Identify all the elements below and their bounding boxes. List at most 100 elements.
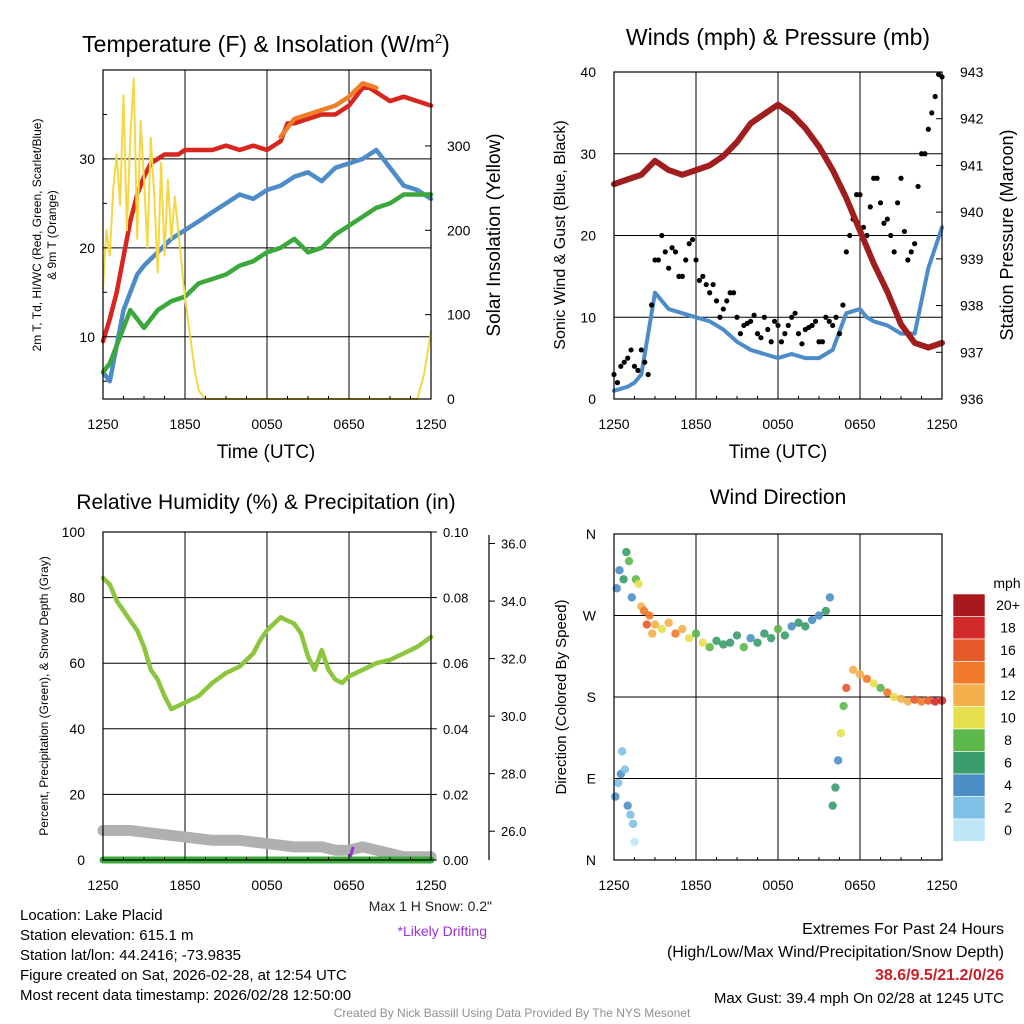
gust-point bbox=[648, 302, 655, 308]
y-tick-label: 60 bbox=[69, 655, 85, 671]
direction-point bbox=[611, 792, 620, 801]
temperature-series bbox=[100, 77, 434, 400]
direction-point bbox=[855, 670, 865, 679]
wind-direction-grid bbox=[614, 534, 942, 860]
gust-point bbox=[720, 306, 726, 312]
humidity-grid bbox=[103, 532, 431, 860]
gust-point bbox=[915, 183, 921, 190]
colorbar-label: 6 bbox=[1004, 755, 1012, 771]
gust-point bbox=[618, 363, 624, 369]
gust-point bbox=[929, 110, 935, 116]
y2-tick-label: 939 bbox=[960, 251, 984, 267]
max-snow-note: Max 1 H Snow: 0.2" bbox=[369, 898, 492, 914]
winds-ylabel: Sonic Wind & Gust (Blue, Black) bbox=[552, 120, 569, 349]
direction-point bbox=[725, 638, 735, 647]
direction-point bbox=[848, 665, 858, 675]
y-tick-label: S bbox=[587, 689, 596, 705]
gust-point bbox=[908, 249, 914, 255]
gust-point bbox=[819, 339, 826, 345]
x-tick-label: 1850 bbox=[169, 416, 200, 432]
gust-point bbox=[775, 322, 781, 329]
direction-point bbox=[896, 694, 906, 704]
direction-point bbox=[671, 629, 680, 638]
gust-point bbox=[799, 341, 805, 347]
gust-point bbox=[696, 277, 703, 284]
temperature-ylabel-line1: 2m T, Td, HI/WC (Red, Green, Scarlet/Blu… bbox=[30, 119, 44, 352]
x-tick-label: 0650 bbox=[844, 416, 875, 432]
winds-ticks: 1250 1850 0050 0650 125001020304093693793893… bbox=[580, 64, 983, 432]
direction-point bbox=[634, 579, 643, 589]
y2-tick-label: 0.02 bbox=[443, 787, 468, 802]
snow-line bbox=[97, 825, 437, 863]
gust-point bbox=[693, 257, 699, 263]
gust-point bbox=[638, 347, 644, 353]
direction-point bbox=[794, 618, 803, 627]
y-tick-label: N bbox=[586, 852, 596, 868]
y2-tick-label: 0.10 bbox=[443, 525, 468, 540]
y-tick-label: 20 bbox=[79, 240, 95, 256]
temperature-title: Temperature (F) & Insolation (W/m2) bbox=[82, 31, 450, 57]
colorbar-swatch bbox=[952, 706, 986, 730]
y2-tick-label: 942 bbox=[960, 111, 984, 127]
y-tick-label: 10 bbox=[580, 309, 596, 325]
gust-point bbox=[867, 204, 873, 210]
direction-point bbox=[930, 697, 940, 706]
y2-tick-label: 941 bbox=[960, 157, 984, 173]
y-tick-label: 10 bbox=[79, 329, 95, 345]
gust-point bbox=[857, 192, 863, 198]
direction-point bbox=[618, 747, 627, 756]
colorbar-label: 2 bbox=[1004, 800, 1012, 816]
y-tick-label: 100 bbox=[62, 524, 86, 540]
gust-point bbox=[700, 273, 706, 279]
gust-point bbox=[730, 290, 737, 296]
temperature-panel: Temperature (F) & Insolation (W/m2) 1250… bbox=[30, 31, 505, 463]
gust-point bbox=[628, 347, 634, 353]
drift-marker bbox=[348, 846, 355, 858]
extremes-block: Extremes For Past 24 Hours (High/Low/Max… bbox=[667, 918, 1004, 1010]
direction-point bbox=[833, 756, 843, 765]
gust-point bbox=[894, 200, 901, 206]
direction-point bbox=[746, 633, 755, 643]
t2m-line bbox=[100, 85, 434, 344]
gust-point bbox=[898, 175, 904, 181]
direction-point bbox=[836, 729, 846, 738]
direction-point bbox=[712, 636, 721, 646]
x-tick-label: 1250 bbox=[926, 877, 957, 893]
dewpoint-line bbox=[100, 147, 434, 384]
direction-point bbox=[869, 679, 878, 688]
y2-tick-label: 100 bbox=[447, 307, 471, 323]
gust-point bbox=[877, 200, 884, 206]
temperature-ylabel-line2: & 9m T (Orange) bbox=[45, 190, 59, 280]
station-latlon: Station lat/lon: 44.2416; -73.9835 bbox=[20, 947, 242, 964]
gust-point bbox=[631, 363, 638, 369]
gust-point bbox=[925, 126, 931, 132]
gust-point bbox=[659, 232, 665, 239]
winds-series bbox=[611, 71, 945, 393]
direction-point bbox=[691, 629, 701, 638]
gust-point bbox=[689, 236, 696, 243]
direction-point bbox=[719, 640, 728, 649]
y-tick-label: 40 bbox=[580, 64, 596, 80]
gust-point bbox=[932, 93, 938, 100]
x-tick-label: 1250 bbox=[598, 416, 629, 432]
t9m-line bbox=[278, 81, 379, 139]
winds-title: Winds (mph) & Pressure (mb) bbox=[626, 24, 930, 50]
direction-point bbox=[831, 783, 840, 792]
temperature-grid bbox=[103, 70, 431, 399]
direction-point bbox=[903, 697, 913, 706]
x-tick-label: 1850 bbox=[169, 877, 200, 893]
gust-point bbox=[754, 331, 761, 337]
gust-point bbox=[874, 175, 880, 181]
x-tick-label: 0050 bbox=[762, 416, 793, 432]
direction-point bbox=[862, 674, 872, 684]
x-tick-label: 1250 bbox=[415, 416, 446, 432]
gust-point bbox=[771, 318, 778, 324]
y-tick-label: 20 bbox=[69, 786, 85, 802]
gust-point bbox=[642, 359, 648, 365]
colorbar-label: 0 bbox=[1004, 822, 1012, 838]
rh-line bbox=[100, 575, 434, 712]
y-tick-label: 20 bbox=[580, 228, 596, 244]
station-elevation: Station elevation: 615.1 m bbox=[20, 927, 194, 944]
direction-point bbox=[624, 556, 634, 566]
